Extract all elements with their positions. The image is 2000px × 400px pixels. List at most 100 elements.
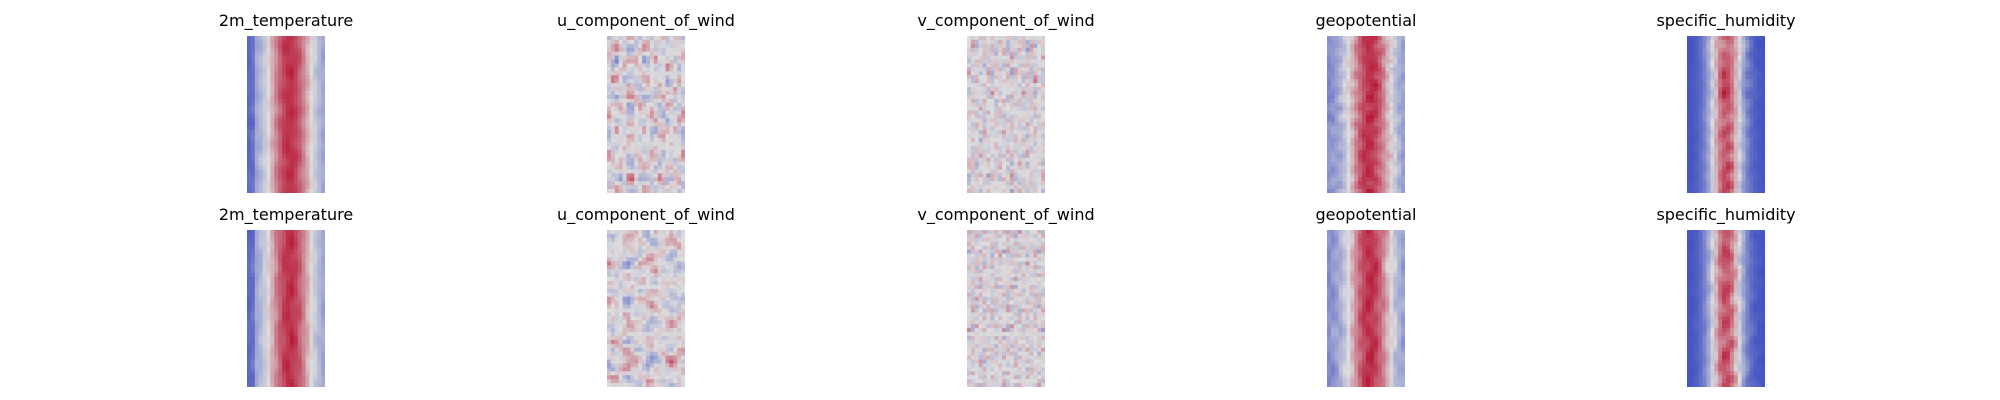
heatmap-cell xyxy=(293,130,299,135)
heatmap-cell xyxy=(1327,71,1332,76)
heatmap-cell xyxy=(1690,138,1696,143)
heatmap-cell xyxy=(1013,157,1019,162)
heatmap-cell xyxy=(998,75,1003,80)
heatmap-cell xyxy=(1393,122,1398,127)
heatmap-cell xyxy=(618,249,623,254)
heatmap-cell xyxy=(1009,177,1015,182)
heatmap-cell xyxy=(649,169,655,174)
heatmap-cell xyxy=(978,55,983,60)
heatmap-cell xyxy=(301,67,306,72)
heatmap-cell xyxy=(1733,51,1739,57)
heatmap-cell xyxy=(1362,126,1367,131)
heatmap-cell xyxy=(1389,83,1394,88)
heatmap-cell xyxy=(313,153,318,159)
heatmap-cell xyxy=(1714,173,1719,178)
heatmap-cell xyxy=(1745,114,1750,119)
heatmap-cell xyxy=(1033,181,1038,186)
heatmap-cell xyxy=(1702,138,1707,143)
heatmap-cell xyxy=(250,261,256,266)
heatmap-cell xyxy=(1722,83,1727,88)
heatmap-cell xyxy=(250,343,256,349)
heatmap-cell xyxy=(286,98,291,104)
heatmap-cell xyxy=(297,347,302,353)
heatmap-cell xyxy=(1021,36,1026,41)
heatmap-cell xyxy=(1737,185,1742,190)
heatmap-cell xyxy=(1710,63,1715,68)
heatmap-cell xyxy=(1749,149,1754,155)
heatmap-cell xyxy=(262,383,267,387)
heatmap-cell xyxy=(653,253,659,258)
heatmap-cell xyxy=(657,169,662,174)
heatmap-cell xyxy=(1749,98,1754,104)
heatmap-cell xyxy=(970,173,976,178)
heatmap-cell xyxy=(1366,43,1371,49)
heatmap-cell xyxy=(1749,141,1754,147)
heatmap-cell xyxy=(1702,106,1707,111)
heatmap-cell xyxy=(986,138,991,143)
heatmap-cell xyxy=(1373,165,1379,170)
heatmap-cell xyxy=(1006,98,1011,104)
heatmap-cell xyxy=(289,177,295,182)
heatmap-cell xyxy=(1338,157,1343,162)
heatmap-cell xyxy=(317,47,322,53)
heatmap-cell xyxy=(286,312,291,317)
heatmap-cell xyxy=(630,165,635,170)
heatmap-cell xyxy=(247,47,252,53)
heatmap-cell xyxy=(1369,59,1375,64)
heatmap-cell xyxy=(649,94,655,100)
heatmap-cell xyxy=(1002,145,1007,151)
heatmap-cell xyxy=(1354,149,1359,155)
heatmap-cell xyxy=(247,67,252,72)
heatmap-cell xyxy=(634,71,639,76)
heatmap-cell xyxy=(1021,59,1026,64)
heatmap-cell xyxy=(1694,189,1700,193)
heatmap-cell xyxy=(301,375,306,380)
heatmap-cell xyxy=(266,138,271,143)
heatmap-cell xyxy=(1033,110,1038,115)
heatmap-cell xyxy=(982,63,987,68)
heatmap-cell xyxy=(1342,165,1347,170)
heatmap-cell xyxy=(1690,149,1696,155)
heatmap-cell xyxy=(1714,36,1719,41)
heatmap-cell xyxy=(254,332,260,337)
heatmap-cell xyxy=(1029,43,1034,49)
heatmap-cell xyxy=(607,63,612,68)
heatmap-cell xyxy=(1733,118,1739,123)
heatmap-cell xyxy=(1017,75,1022,80)
heatmap-cell xyxy=(638,138,643,143)
heatmap-cell xyxy=(669,249,674,254)
heatmap-cell xyxy=(258,43,263,49)
heatmap-cell xyxy=(250,98,256,104)
heatmap-cell xyxy=(262,237,267,243)
heatmap-cell xyxy=(657,75,662,80)
heatmap-cell xyxy=(665,126,670,131)
heatmap-cell xyxy=(646,55,651,60)
heatmap-cell xyxy=(301,379,306,384)
heatmap-cell xyxy=(1013,149,1019,155)
heatmap-cell xyxy=(634,94,639,100)
heatmap-cell xyxy=(610,185,616,190)
heatmap-cell xyxy=(1041,102,1045,108)
heatmap-cell xyxy=(1706,141,1711,147)
heatmap-cell xyxy=(1694,134,1700,139)
heatmap-cell xyxy=(309,304,314,309)
heatmap-cell xyxy=(250,67,256,72)
heatmap-cell xyxy=(677,79,682,84)
heatmap-cell xyxy=(649,138,655,143)
heatmap-cell xyxy=(313,320,318,325)
heatmap-cell xyxy=(614,122,620,127)
heatmap-cell xyxy=(1761,157,1765,162)
heatmap-cell xyxy=(646,126,651,131)
heatmap-cell xyxy=(1362,106,1367,111)
heatmap-cell xyxy=(250,237,256,243)
heatmap-cell xyxy=(1350,36,1355,41)
heatmap-cell xyxy=(1377,122,1382,127)
heatmap-cell xyxy=(301,102,306,108)
heatmap-cell xyxy=(278,114,283,119)
heatmap-cell xyxy=(278,90,283,96)
heatmap-cell xyxy=(321,339,325,345)
heatmap-cell xyxy=(681,153,685,159)
heatmap-cell xyxy=(1342,71,1347,76)
heatmap-cell xyxy=(1327,122,1332,127)
heatmap-cell xyxy=(661,39,666,45)
